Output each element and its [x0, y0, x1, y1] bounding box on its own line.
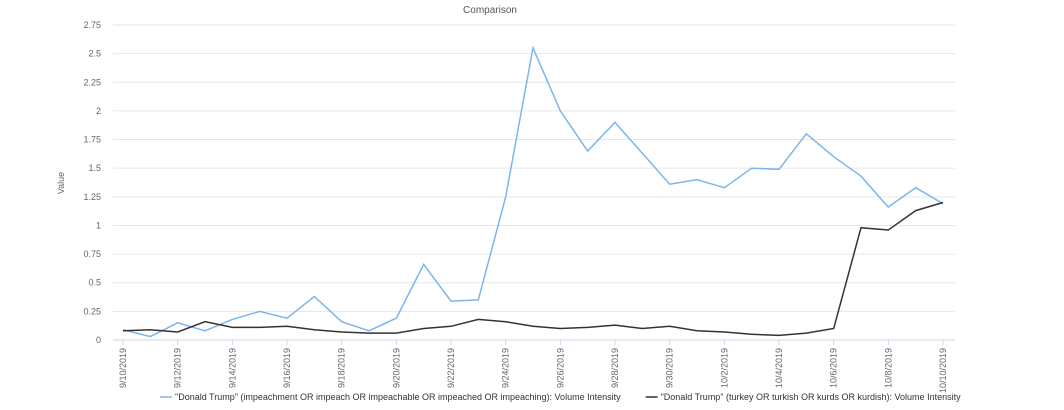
y-tick-label: 1.5 [88, 163, 101, 173]
x-tick-label: 9/16/2019 [282, 348, 292, 388]
y-tick-label: 0 [96, 335, 101, 345]
y-tick-label: 2.5 [88, 49, 101, 59]
legend-label[interactable]: "Donald Trump" (impeachment OR impeach O… [175, 392, 621, 402]
y-tick-label: 1.25 [83, 192, 101, 202]
legend-item[interactable]: "Donald Trump" (impeachment OR impeach O… [160, 392, 621, 402]
x-tick-label: 9/22/2019 [446, 348, 456, 388]
x-tick-label: 9/10/2019 [118, 348, 128, 388]
y-tick-label: 0.5 [88, 278, 101, 288]
legend-item[interactable]: "Donald Trump" (turkey OR turkish OR kur… [645, 392, 961, 402]
y-tick-label: 1.75 [83, 135, 101, 145]
x-tick-label: 9/18/2019 [337, 348, 347, 388]
x-tick-label: 10/10/2019 [938, 348, 948, 393]
y-tick-label: 0.75 [83, 249, 101, 259]
chart-title: Comparison [463, 5, 517, 16]
y-tick-label: 1 [96, 220, 101, 230]
y-axis-label: Value [56, 172, 66, 194]
x-tick-label: 9/28/2019 [610, 348, 620, 388]
y-tick-label: 0.25 [83, 306, 101, 316]
y-tick-label: 2 [96, 106, 101, 116]
legend-label[interactable]: "Donald Trump" (turkey OR turkish OR kur… [661, 392, 961, 402]
legend: "Donald Trump" (impeachment OR impeach O… [160, 392, 961, 402]
x-tick-label: 10/6/2019 [829, 348, 839, 388]
x-tick-label: 10/2/2019 [719, 348, 729, 388]
x-tick-label: 10/4/2019 [774, 348, 784, 388]
x-tick-label: 9/26/2019 [555, 348, 565, 388]
x-tick-label: 9/30/2019 [665, 348, 675, 388]
x-tick-label: 9/12/2019 [173, 348, 183, 388]
data-line [122, 45, 944, 338]
x-tick-label: 10/8/2019 [883, 348, 893, 388]
data-line [122, 201, 944, 337]
y-tick-label: 2.75 [83, 20, 101, 30]
x-tick-label: 9/24/2019 [501, 348, 511, 388]
x-tick-label: 9/14/2019 [227, 348, 237, 388]
y-tick-label: 2.25 [83, 77, 101, 87]
x-tick-label: 9/20/2019 [391, 348, 401, 388]
